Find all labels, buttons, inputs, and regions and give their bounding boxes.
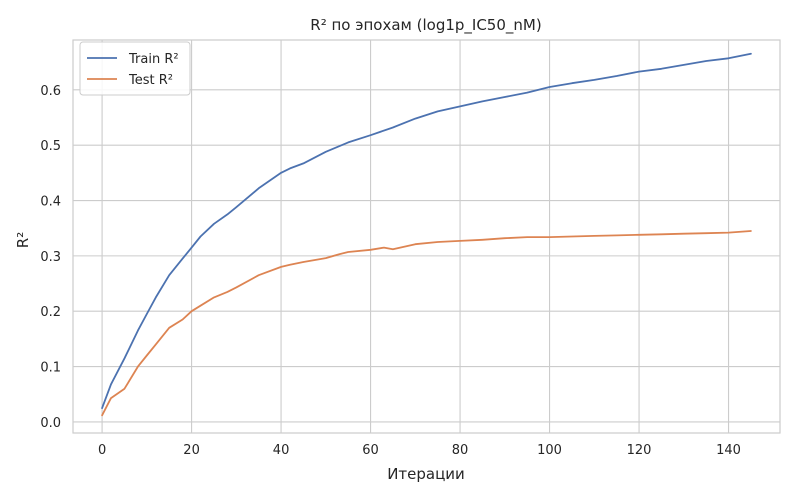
series-lines bbox=[101, 52, 752, 417]
test-r2-line bbox=[101, 230, 752, 417]
y-tick-label: 0.2 bbox=[40, 305, 61, 320]
x-tick-label: 20 bbox=[183, 443, 200, 458]
y-tick-label: 0.0 bbox=[40, 416, 61, 431]
y-tick-label: 0.6 bbox=[40, 84, 61, 99]
x-axis-label: Итерации bbox=[387, 465, 465, 483]
train-r2-line bbox=[101, 52, 752, 409]
plot-area-frame bbox=[72, 39, 781, 434]
legend-label-test: Test R² bbox=[128, 73, 173, 88]
y-tick-label: 0.1 bbox=[40, 361, 61, 376]
legend-label-train: Train R² bbox=[128, 52, 179, 67]
x-tick-label: 0 bbox=[98, 443, 106, 458]
x-tick-label: 100 bbox=[537, 443, 562, 458]
x-tick-label: 120 bbox=[627, 443, 652, 458]
x-tick-label: 40 bbox=[273, 443, 290, 458]
y-axis-label: R² bbox=[14, 232, 32, 248]
legend: Train R² Test R² bbox=[79, 41, 191, 96]
y-tick-label: 0.4 bbox=[40, 195, 61, 210]
y-tick-label: 0.5 bbox=[40, 139, 61, 154]
grid bbox=[73, 40, 780, 433]
y-tick-label: 0.3 bbox=[40, 250, 61, 265]
x-tick-label: 60 bbox=[362, 443, 379, 458]
chart-title: R² по эпохам (log1p_IC50_nM) bbox=[310, 16, 541, 35]
tick-labels: 0 20 40 60 80 100 120 140 0.0 0.1 0.2 0.3 0.4 0.5 0.6 bbox=[40, 84, 741, 458]
x-tick-label: 80 bbox=[452, 443, 469, 458]
legend-box bbox=[79, 41, 191, 96]
x-tick-label: 140 bbox=[716, 443, 741, 458]
